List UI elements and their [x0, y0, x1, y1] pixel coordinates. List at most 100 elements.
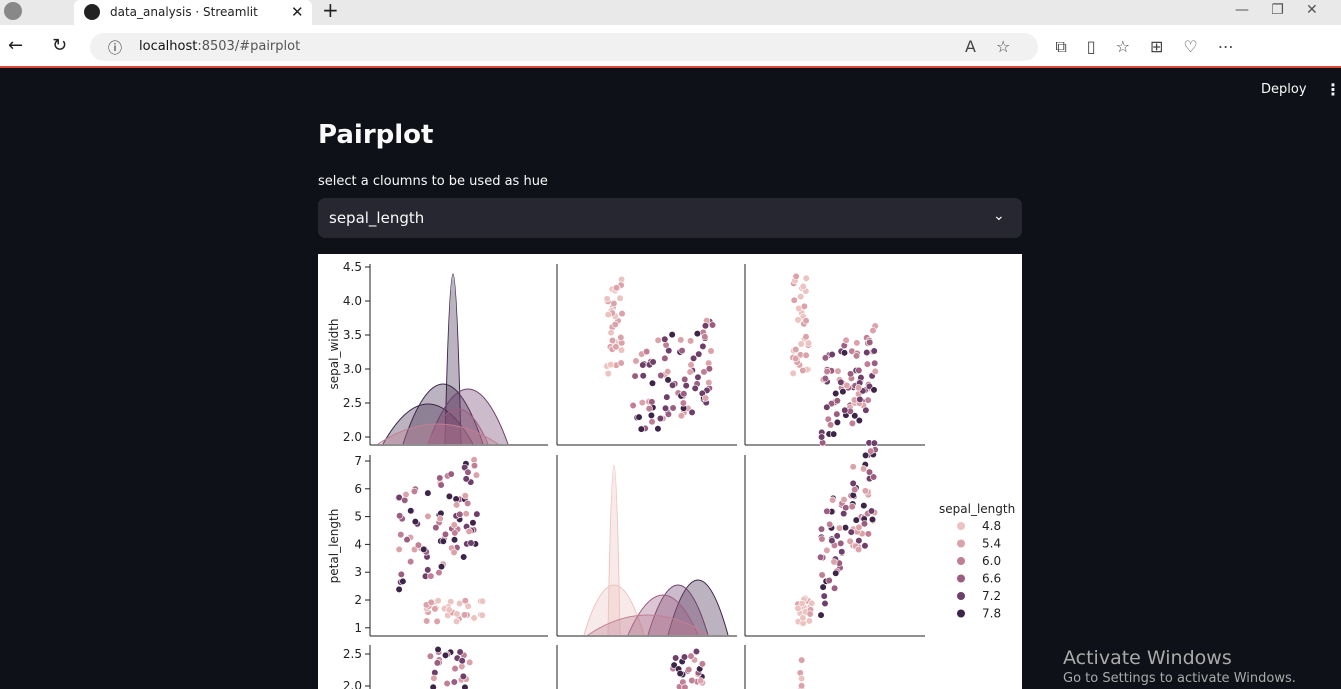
scatter-dot: [443, 679, 451, 688]
y-tick-label: 2: [354, 593, 362, 607]
scatter-dot: [431, 605, 439, 613]
info-icon[interactable]: ⓘ: [108, 41, 122, 57]
scatter-dot: [617, 346, 626, 354]
scatter-dot: [837, 378, 845, 386]
scatter-dot: [817, 611, 825, 619]
legend-marker: [957, 609, 965, 618]
scatter-dot: [681, 683, 689, 689]
tab[interactable]: [74, 0, 312, 26]
y-axis-label: petal_length: [327, 509, 341, 584]
scatter-dot: [396, 512, 404, 520]
scatter-dot: [868, 515, 877, 524]
back-button[interactable]: ←: [8, 35, 24, 56]
scatter-dot: [821, 354, 830, 362]
scatter-dot: [453, 617, 461, 625]
scatter-dot: [678, 347, 686, 355]
y-tick-label: 2.5: [343, 647, 362, 661]
scatter-dot: [834, 367, 842, 375]
reload-button[interactable]: ↻: [52, 35, 68, 56]
scatter-dot: [825, 576, 833, 585]
scatter-dot: [789, 369, 797, 377]
tab-close[interactable]: ✕: [291, 3, 304, 21]
scatter-dot: [450, 536, 459, 544]
scatter-dot: [698, 660, 706, 668]
scatter-dot: [649, 358, 657, 366]
scatter-dot: [828, 350, 836, 359]
menu-button[interactable]: ⋮: [1325, 80, 1341, 99]
scatter-dot: [676, 669, 684, 678]
scatter-dot: [839, 388, 847, 396]
scatter-dot: [802, 317, 810, 325]
scatter-dot: [843, 381, 851, 390]
scatter-dot: [407, 507, 415, 515]
scatter-dot: [399, 577, 407, 585]
scatter-dot: [461, 492, 469, 500]
scatter-dot: [461, 683, 469, 689]
scatter-dot: [395, 545, 403, 554]
scatter-dot: [669, 404, 677, 412]
page-title: Pairplot: [318, 120, 434, 150]
scatter-dot: [802, 274, 810, 282]
scatter-dot: [639, 361, 647, 369]
scatter-dot: [863, 360, 872, 368]
url[interactable]: localhost:8503/#pairplot: [139, 39, 300, 54]
scatter-dot: [818, 571, 826, 579]
y-tick-label: 3.0: [343, 362, 362, 376]
legend-label: 7.2: [982, 589, 1001, 603]
scatter-dot: [426, 652, 435, 660]
scatter-dot: [469, 519, 477, 527]
scatter-dot: [863, 348, 871, 357]
scatter-dot: [695, 350, 703, 358]
scatter-dot: [680, 390, 688, 398]
scatter-dot: [462, 475, 470, 483]
scatter-dot: [407, 557, 415, 566]
scatter-dot: [823, 546, 831, 554]
select-box[interactable]: [318, 198, 1022, 238]
window-controls[interactable]: — ❐ ✕: [1235, 2, 1318, 18]
scatter-dot: [866, 338, 874, 346]
scatter-dot: [701, 322, 710, 330]
y-tick-label: 4.5: [343, 260, 362, 274]
toolbar-icons[interactable]: A☆ ⧉▯☆⊞♡⋯: [965, 37, 1254, 56]
scatter-dot: [459, 672, 467, 680]
scatter-dot: [799, 366, 807, 375]
tab-title[interactable]: data_analysis · Streamlit: [110, 5, 258, 19]
scatter-dot: [465, 527, 473, 536]
scatter-dot: [436, 515, 444, 523]
select-arrow[interactable]: ⌄: [993, 208, 1005, 224]
scatter-dot: [445, 606, 453, 614]
scatter-dot: [849, 463, 857, 471]
scatter-dot: [661, 335, 669, 343]
scatter-dot: [411, 517, 419, 526]
scatter-dot: [452, 501, 461, 509]
scatter-dot: [830, 430, 838, 438]
scatter-dot: [680, 653, 689, 661]
scatter-dot: [846, 537, 854, 545]
scatter-dot: [702, 394, 710, 402]
address-bar[interactable]: [90, 33, 1038, 61]
loading-line: [0, 66, 1341, 68]
legend-label: 4.8: [982, 519, 1001, 533]
scatter-dot: [838, 548, 846, 556]
scatter-dot: [450, 548, 458, 556]
scatter-dot: [437, 562, 446, 571]
scatter-dot: [848, 419, 856, 428]
new-tab[interactable]: +: [322, 0, 339, 22]
scatter-dot: [854, 545, 863, 554]
scatter-dot: [851, 486, 859, 494]
watermark-subtitle: Go to Settings to activate Windows.: [1063, 671, 1296, 686]
scatter-dot: [420, 545, 428, 553]
url-rest: :8503/#pairplot: [197, 39, 301, 54]
profile[interactable]: [4, 2, 22, 20]
legend-label: 5.4: [982, 537, 1001, 551]
y-tick-label: 2.0: [343, 679, 362, 689]
deploy-button[interactable]: Deploy: [1261, 82, 1307, 97]
scatter-dot: [478, 611, 486, 619]
scatter-dot: [473, 510, 481, 518]
scatter-dot: [847, 528, 855, 536]
scatter-dot: [790, 296, 798, 304]
y-tick-label: 5: [354, 510, 362, 524]
scatter-dot: [645, 404, 653, 413]
scatter-dot: [855, 523, 863, 531]
